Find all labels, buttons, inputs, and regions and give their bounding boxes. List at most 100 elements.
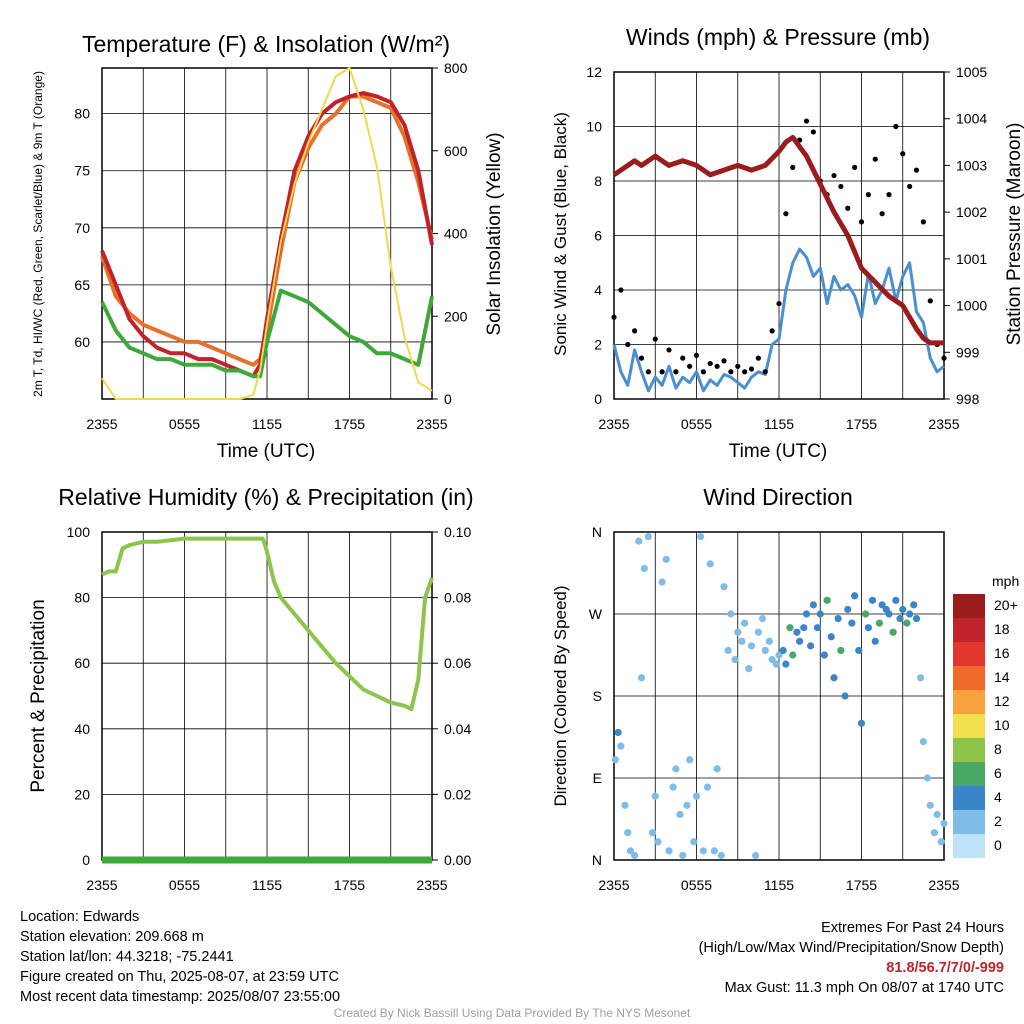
gust-point: [742, 369, 748, 375]
humidity-title: Relative Humidity (%) & Precipitation (i…: [58, 484, 473, 510]
x-tick-label: 1155: [252, 416, 282, 432]
direction-point: [802, 610, 811, 618]
right-tick-label: 400: [444, 226, 468, 242]
y-tick-label: 40: [74, 721, 90, 737]
direction-point: [919, 737, 927, 746]
gust-point: [852, 164, 858, 170]
direction-point: [851, 592, 859, 600]
gust-point: [687, 363, 693, 369]
direction-point: [679, 851, 687, 860]
gust-point: [618, 287, 624, 293]
x-tick-label: 2355: [416, 416, 447, 432]
gust-point: [755, 355, 761, 361]
direction-point: [738, 637, 746, 645]
direction-point: [779, 646, 787, 655]
direction-point: [754, 628, 762, 636]
direction-point: [906, 610, 914, 618]
y-tick-label: 12: [586, 64, 602, 80]
colorbar-label: 6: [994, 765, 1002, 781]
direction-point: [752, 851, 760, 860]
direction-point: [669, 783, 677, 791]
temperature-title: Temperature (F) & Insolation (W/m²): [82, 31, 450, 57]
colorbar-label: 2: [994, 813, 1002, 829]
x-tick-label: 1155: [252, 877, 282, 893]
gust-point: [858, 219, 865, 225]
y-tick-label: 10: [586, 119, 602, 135]
gust-point: [645, 369, 651, 375]
direction-point: [692, 792, 701, 800]
gust-point: [907, 183, 913, 190]
station-info: Location: Edwards Station elevation: 209…: [20, 907, 340, 1007]
direction-point: [741, 619, 749, 627]
direction-point: [903, 619, 911, 627]
direction-point: [772, 660, 780, 668]
direction-point: [800, 624, 808, 632]
gust-point: [920, 219, 926, 225]
extremes-title: Extremes For Past 24 Hours: [821, 920, 1004, 936]
direction-point: [648, 829, 657, 837]
temperature-ylabel-left: 2m T, Td, HI/WC (Red, Green, Scarlet/Blu…: [31, 71, 45, 397]
gust-point: [673, 369, 679, 375]
y-tick-label: 0: [82, 852, 90, 868]
gust-point: [769, 328, 775, 334]
direction-point: [878, 601, 886, 609]
x-tick-label: 0555: [681, 416, 712, 432]
direction-point: [864, 624, 872, 632]
gust-point: [893, 123, 899, 130]
y-tick-label: 8: [594, 173, 602, 189]
gust-point: [838, 183, 844, 190]
extremes-subtitle: (High/Low/Max Wind/Precipitation/Snow De…: [698, 940, 1004, 956]
gust-point: [913, 167, 920, 173]
colorbar-swatch: [953, 786, 985, 810]
right-tick-label: 1004: [956, 111, 987, 127]
direction-point: [758, 614, 767, 623]
gust-point: [721, 358, 727, 364]
gust-point: [625, 341, 631, 348]
humidity-ylabel-left: Percent & Precipitation: [28, 599, 49, 792]
x-tick-label: 1155: [764, 877, 794, 893]
y-tick-label: 65: [74, 277, 90, 293]
y-tick-label: 80: [74, 106, 90, 122]
direction-point: [724, 646, 732, 655]
colorbar-label: 0: [994, 837, 1002, 853]
x-tick-label: 1155: [764, 416, 794, 432]
right-tick-label: 1003: [956, 157, 987, 173]
right-tick-label: 1001: [956, 251, 987, 267]
station-latlon: Station lat/lon: 44.3218; -75.2441: [20, 949, 234, 965]
gust-point: [865, 192, 871, 198]
direction-point: [896, 614, 904, 623]
y-tick-label: W: [589, 606, 603, 622]
colorbar-swatch: [953, 618, 985, 642]
right-tick-label: 200: [444, 308, 468, 324]
figure-created: Figure created on Thu, 2025-08-07, at 23…: [20, 969, 339, 985]
direction-point: [727, 610, 735, 618]
gust-point: [872, 156, 878, 162]
x-tick-label: 1755: [334, 416, 365, 432]
colorbar-label: 18: [994, 621, 1010, 637]
direction-point: [717, 851, 725, 860]
direction-point: [672, 765, 680, 773]
gust-point: [638, 355, 645, 361]
direction-point: [923, 774, 932, 782]
y-tick-label: N: [592, 852, 602, 868]
gust-point: [886, 192, 892, 198]
colorbar-title: mph: [992, 573, 1019, 589]
wind-direction-ylabel: Direction (Colored By Speed): [551, 585, 570, 806]
winds-ylabel-right: Station Pressure (Maroon): [1004, 123, 1024, 346]
direction-point: [699, 847, 707, 855]
y-tick-label: 4: [594, 282, 602, 298]
gust-point: [900, 151, 906, 157]
direction-point: [940, 819, 948, 828]
temperature-xlabel: Time (UTC): [217, 441, 316, 462]
direction-point: [830, 674, 838, 682]
direction-point: [765, 637, 773, 645]
direction-point: [745, 665, 753, 673]
direction-point: [775, 651, 783, 659]
wind-speed-line: [612, 247, 945, 393]
x-tick-label: 2355: [598, 416, 629, 432]
gust-point: [735, 363, 741, 369]
x-tick-label: 0555: [169, 416, 200, 432]
right-tick-label: 0.06: [444, 655, 471, 671]
direction-point: [786, 624, 794, 632]
